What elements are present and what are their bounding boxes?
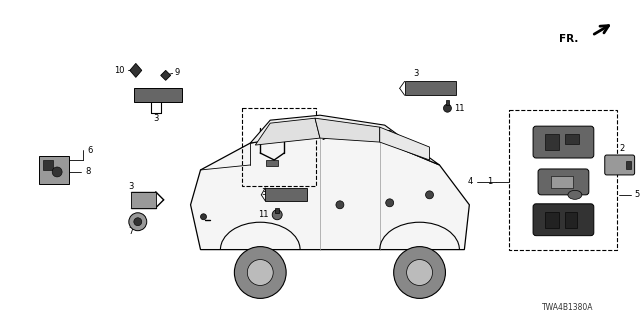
Text: 3: 3	[128, 182, 134, 191]
Text: 3: 3	[262, 188, 267, 197]
Bar	[565, 134, 579, 144]
Circle shape	[406, 260, 433, 285]
Text: 9: 9	[174, 68, 179, 77]
Bar	[509, 110, 617, 250]
Text: TWA4B1380A: TWA4B1380A	[542, 303, 594, 312]
Circle shape	[426, 191, 433, 199]
Text: 5: 5	[634, 190, 639, 199]
Bar	[134, 88, 182, 102]
Circle shape	[200, 214, 207, 220]
Polygon shape	[191, 135, 469, 250]
Text: 1: 1	[486, 177, 492, 187]
FancyBboxPatch shape	[533, 126, 594, 158]
Circle shape	[52, 167, 62, 177]
Polygon shape	[380, 127, 429, 160]
Text: 11: 11	[258, 210, 269, 219]
Text: FR.: FR.	[559, 34, 579, 44]
Bar	[565, 212, 577, 228]
Circle shape	[272, 210, 282, 220]
Polygon shape	[130, 63, 142, 77]
Text: 4: 4	[468, 177, 473, 187]
Bar	[447, 100, 449, 105]
Circle shape	[247, 260, 273, 285]
Ellipse shape	[568, 190, 582, 199]
Text: 8: 8	[85, 167, 91, 176]
Bar	[265, 188, 307, 201]
Polygon shape	[315, 118, 380, 142]
Bar	[39, 156, 69, 184]
FancyBboxPatch shape	[533, 204, 594, 236]
Bar	[404, 81, 456, 95]
Circle shape	[444, 104, 451, 112]
Bar	[545, 212, 559, 228]
Circle shape	[394, 247, 445, 298]
Polygon shape	[161, 70, 171, 80]
Text: 6: 6	[87, 146, 93, 155]
Bar	[131, 192, 156, 208]
Bar	[626, 161, 630, 169]
FancyBboxPatch shape	[605, 155, 635, 175]
Text: 2: 2	[619, 144, 624, 153]
Bar	[266, 160, 278, 166]
Bar	[551, 176, 573, 188]
Text: 3: 3	[413, 69, 419, 78]
Text: 11: 11	[454, 104, 465, 113]
Bar	[275, 208, 279, 213]
Circle shape	[386, 199, 394, 207]
Circle shape	[129, 213, 147, 231]
Circle shape	[134, 218, 142, 226]
Polygon shape	[255, 118, 320, 145]
Bar	[545, 134, 559, 150]
FancyBboxPatch shape	[538, 169, 589, 195]
Circle shape	[336, 201, 344, 209]
Circle shape	[234, 247, 286, 298]
Text: 7: 7	[128, 227, 134, 236]
Text: B-37-40: B-37-40	[347, 130, 393, 140]
Text: 10: 10	[114, 66, 124, 75]
Bar	[44, 160, 53, 170]
Polygon shape	[250, 115, 440, 165]
Text: 3: 3	[153, 114, 159, 123]
Bar	[243, 108, 316, 186]
